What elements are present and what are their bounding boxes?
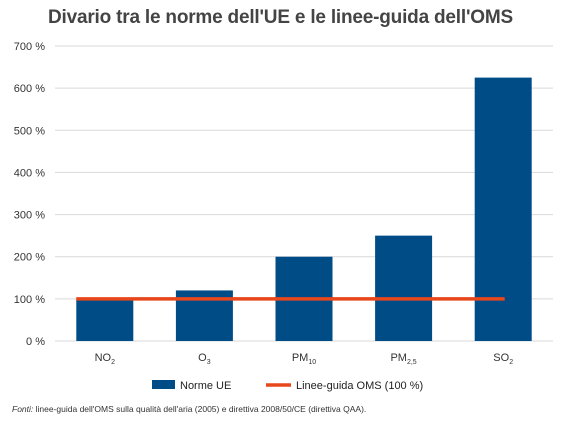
legend-swatch-bar xyxy=(152,380,175,389)
y-tick-label: 0 % xyxy=(26,336,45,348)
y-tick-label: 200 % xyxy=(14,252,45,264)
bar xyxy=(375,235,433,341)
y-tick-label: 400 % xyxy=(14,167,45,179)
legend-label-bar: Norme UE xyxy=(180,380,231,392)
x-tick-label: PM2,5 xyxy=(390,352,416,366)
bars xyxy=(76,77,532,341)
y-tick-label: 700 % xyxy=(14,41,45,53)
x-axis-tick-labels: NO2 O3 PM10 PM2,5 SO2 xyxy=(95,352,514,366)
x-tick-label: NO2 xyxy=(95,352,116,366)
y-axis-tick-labels: 0 % 100 % 200 % 300 % 400 % 500 % 600 % 700 % xyxy=(14,41,45,348)
source-label: Fonti: xyxy=(12,404,34,414)
x-tick-label: SO2 xyxy=(493,352,513,366)
source-note: Fonti: linee-guida dell'OMS sulla qualit… xyxy=(12,404,366,414)
x-tick-label: PM10 xyxy=(292,352,316,366)
source-text: linee-guida dell'OMS sulla qualità dell'… xyxy=(33,404,367,414)
chart-title: Divario tra le norme dell'UE e le linee-… xyxy=(48,7,513,28)
y-tick-label: 600 % xyxy=(14,83,45,95)
x-tick-label: O3 xyxy=(198,352,211,366)
bar xyxy=(474,77,532,341)
bar xyxy=(76,298,134,341)
legend: Norme UE Linee-guida OMS (100 %) xyxy=(152,380,423,392)
y-tick-label: 500 % xyxy=(14,125,45,137)
legend-label-line: Linee-guida OMS (100 %) xyxy=(296,380,423,392)
y-tick-label: 300 % xyxy=(14,210,45,222)
y-tick-label: 100 % xyxy=(14,294,45,306)
